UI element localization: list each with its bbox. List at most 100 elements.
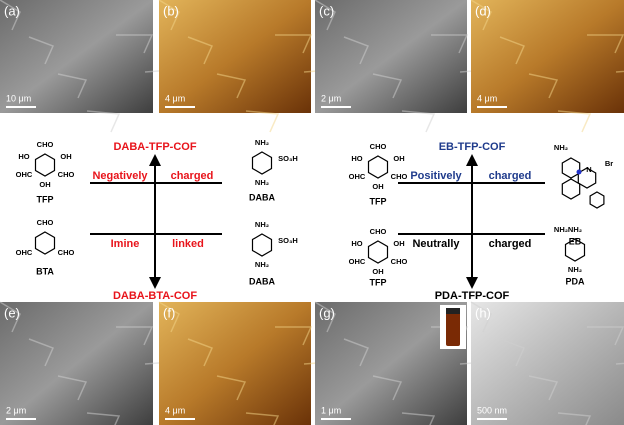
scale-label: 2 μm	[6, 405, 26, 415]
texture	[28, 36, 55, 65]
texture	[499, 36, 526, 65]
texture	[372, 73, 403, 99]
label: charged	[489, 238, 532, 250]
texture	[158, 301, 180, 333]
substituent: SO₃H	[278, 154, 298, 163]
label: Neutrally	[412, 238, 460, 250]
substituent: NH₂	[255, 220, 269, 229]
ring	[34, 153, 56, 177]
substituent: HO	[351, 239, 362, 248]
substituent: NH₂	[568, 225, 582, 234]
molecule-name: TFP	[370, 196, 387, 206]
substituent: CHO	[391, 172, 408, 181]
texture	[57, 375, 88, 401]
substituent: N	[586, 165, 591, 174]
panel-label: (f)	[163, 305, 175, 320]
texture	[158, 0, 180, 31]
molecule-name: DABA	[249, 192, 275, 202]
substituent: CHO	[37, 140, 54, 149]
image-panel	[471, 302, 624, 425]
molecule-name: TFP	[370, 277, 387, 287]
ring	[589, 191, 605, 209]
substituent: HO	[351, 154, 362, 163]
texture	[275, 326, 313, 346]
vial-cap	[446, 308, 460, 314]
ring	[251, 151, 273, 175]
substituent: HO	[18, 152, 29, 161]
substituent: OHC	[16, 248, 33, 257]
panel-label: (d)	[475, 3, 491, 18]
substituent: OH	[39, 180, 50, 189]
texture	[275, 34, 313, 54]
substituent: OH	[60, 152, 71, 161]
label: Negatively	[92, 170, 148, 182]
texture	[470, 0, 492, 31]
panel-label: (b)	[163, 3, 179, 18]
molecule-name: EB	[569, 236, 582, 246]
image-panel	[0, 302, 153, 425]
ring	[561, 178, 581, 200]
ring	[251, 233, 273, 257]
substituent: OHC	[349, 172, 366, 181]
texture	[0, 301, 21, 333]
substituent: OH	[372, 267, 383, 276]
substituent: OHC	[16, 170, 33, 179]
panel-label: (e)	[4, 305, 20, 320]
texture	[0, 0, 21, 31]
texture	[470, 301, 492, 333]
panel-label: (a)	[4, 3, 20, 18]
texture	[401, 412, 436, 425]
product: PDA-TFP-COF	[435, 290, 510, 302]
substituent: NH₂	[554, 225, 568, 234]
texture	[216, 375, 247, 401]
texture	[245, 412, 280, 425]
scale-label: 4 μm	[165, 93, 185, 103]
texture	[587, 34, 624, 54]
molecule-name: PDA	[565, 276, 585, 286]
substituent: NH₂	[255, 178, 269, 187]
substituent: NH₂	[554, 143, 568, 152]
image-panel	[471, 0, 624, 113]
image-panel	[315, 0, 467, 113]
texture	[57, 73, 88, 99]
substituent: OH	[393, 239, 404, 248]
texture	[187, 338, 214, 367]
texture	[557, 412, 592, 425]
texture	[314, 301, 336, 333]
substituent: CHO	[391, 257, 408, 266]
texture	[86, 412, 121, 425]
molecule-name: BTA	[36, 266, 54, 276]
texture	[343, 36, 370, 65]
product: DABA-BTA-COF	[113, 290, 197, 302]
scale-label: 10 μm	[6, 93, 31, 103]
scale-label: 4 μm	[165, 405, 185, 415]
scale-label: 4 μm	[477, 93, 497, 103]
texture	[431, 34, 469, 54]
scale-label: 500 nm	[477, 405, 507, 415]
ring	[561, 157, 581, 179]
texture	[216, 73, 247, 99]
image-panel	[0, 0, 153, 113]
panel-label: (c)	[319, 3, 334, 18]
texture	[343, 338, 370, 367]
substituent: OHC	[349, 257, 366, 266]
product: EB-TFP-COF	[439, 141, 506, 153]
texture	[28, 338, 55, 367]
ring	[564, 238, 586, 262]
scale-label: 1 μm	[321, 405, 341, 415]
image-panel	[159, 0, 311, 113]
texture	[187, 36, 214, 65]
panel-label: (h)	[475, 305, 491, 320]
panel-label: (g)	[319, 305, 335, 320]
substituent: CHO	[370, 227, 387, 236]
substituent: CHO	[370, 142, 387, 151]
texture	[587, 326, 624, 346]
texture	[557, 110, 592, 133]
substituent: CHO	[58, 248, 75, 257]
label: Imine	[111, 238, 140, 250]
label: linked	[172, 238, 204, 250]
ring	[367, 155, 389, 179]
texture	[372, 375, 403, 401]
